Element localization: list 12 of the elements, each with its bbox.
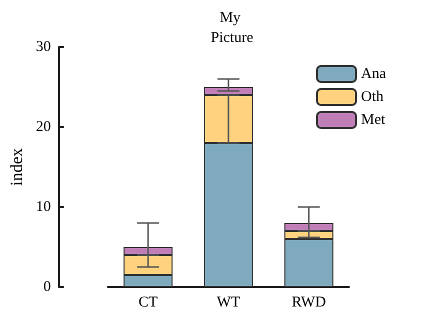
y-tick-label: 30 <box>36 39 51 55</box>
chart-title: My Picture <box>210 10 254 46</box>
legend-label: Met <box>361 112 386 128</box>
y-tick-label: 0 <box>43 279 51 295</box>
x-tick-label: RWD <box>292 294 326 310</box>
y-axis-title: index <box>7 148 26 186</box>
x-tick-label: WT <box>216 294 240 310</box>
y-tick-label: 10 <box>36 199 51 215</box>
x-tick-label: CT <box>138 294 158 310</box>
legend-label: Ana <box>361 66 386 82</box>
legend-label: Oth <box>361 89 384 105</box>
y-tick-label: 20 <box>36 119 51 135</box>
